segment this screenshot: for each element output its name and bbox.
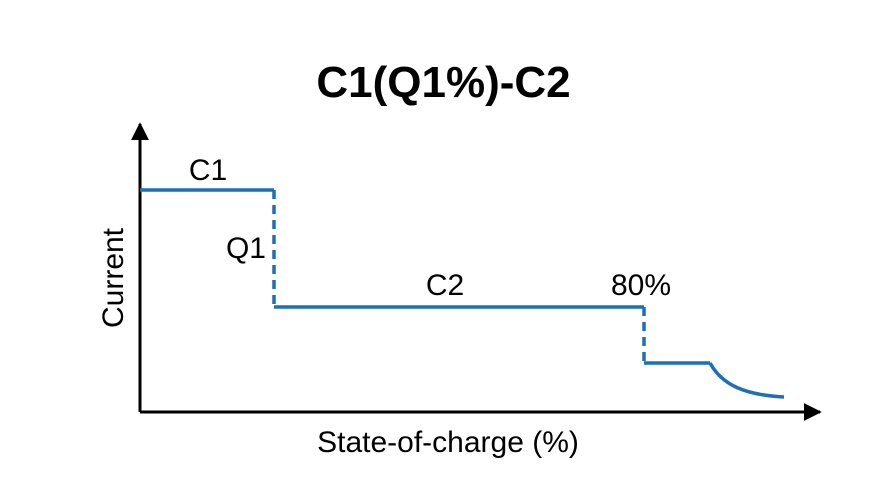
q1-label: Q1 [226, 232, 266, 265]
x-axis-label: State-of-charge (%) [317, 426, 579, 459]
cv-decay-curve [708, 362, 785, 399]
diagram-title: C1(Q1%)-C2 [316, 58, 571, 107]
threshold-label: 80% [611, 269, 671, 302]
c1-label: C1 [189, 154, 227, 187]
y-axis-label: Current [97, 227, 130, 328]
c2-label: C2 [426, 269, 464, 302]
